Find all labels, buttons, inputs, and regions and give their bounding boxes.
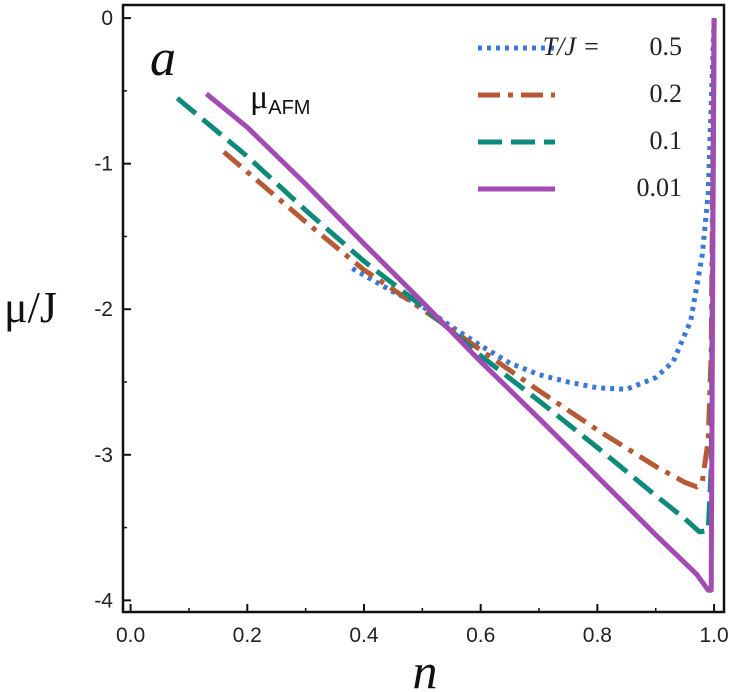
legend-label-0: 0.5 [650, 32, 683, 61]
x-tick-label: 0.4 [349, 624, 379, 647]
x-tick-label: 0.2 [233, 624, 262, 647]
mu-afm-subscript: AFM [268, 97, 310, 119]
series-line-3 [204, 18, 717, 593]
legend: T/J = 0.5 0.2 0.1 0.01 [478, 32, 682, 202]
ticks-layer: 0.0 0.2 0.4 0.6 0.8 1.0 0 -1 -2 -3 -4 [94, 7, 728, 647]
series-layer [175, 18, 717, 593]
legend-header: T/J = [543, 32, 600, 61]
x-tick-label: 0.6 [466, 624, 495, 647]
x-axis-title: n [413, 643, 438, 692]
y-tick-label: -2 [94, 298, 113, 321]
panel-label: a [150, 30, 176, 87]
y-tick-label: -3 [94, 444, 113, 467]
x-tick-label: 1.0 [699, 624, 728, 647]
series-line-2 [175, 18, 717, 535]
legend-label-3: 0.01 [637, 173, 683, 202]
x-tick-label: 0.0 [116, 624, 145, 647]
y-tick-label: -4 [94, 589, 113, 612]
y-axis-title: μ/J [4, 283, 57, 332]
y-tick-label: -1 [94, 153, 113, 176]
mu-afm-annotation: μAFM [250, 79, 310, 119]
legend-label-1: 0.2 [650, 79, 683, 108]
x-tick-label: 0.8 [583, 624, 612, 647]
mu-afm-symbol: μ [250, 79, 268, 116]
legend-label-2: 0.1 [650, 126, 683, 155]
y-tick-label: 0 [101, 7, 113, 30]
series-line-1 [222, 18, 717, 490]
